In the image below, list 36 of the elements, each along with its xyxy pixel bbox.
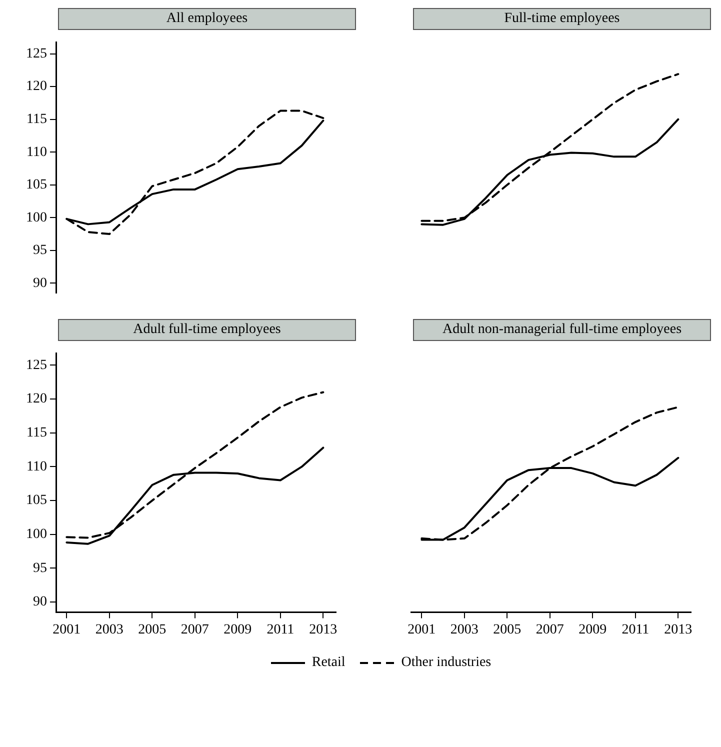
x-tick-label: 2005 [138,622,166,638]
chart-title: Full-time employees [413,8,711,30]
y-tick-label: 105 [26,178,47,193]
x-tick-label: 2001 [52,622,81,638]
y-tick-label: 90 [33,594,47,610]
chart-title: Adult full-time employees [58,319,356,341]
chart-title: All employees [58,8,356,30]
x-tick-label: 2001 [408,622,436,638]
legend-label: Retail [312,655,346,671]
y-tick-label: 105 [26,493,47,508]
y-tick-label: 100 [26,527,47,542]
legend-label: Other industries [401,655,492,671]
y-tick-label: 100 [26,210,47,226]
x-tick-label: 2011 [622,622,650,638]
y-tick-label: 115 [26,426,47,441]
y-tick-label: 125 [26,358,47,373]
x-tick-label: 2003 [95,622,124,638]
x-tick-label: 2005 [493,622,522,638]
y-tick-label: 125 [26,46,47,62]
y-tick-label: 110 [26,144,47,160]
y-tick-label: 110 [26,459,47,474]
y-tick-label: 90 [33,276,47,291]
x-tick-label: 2013 [309,622,338,638]
x-tick-label: 2009 [224,622,252,638]
y-tick-label: 115 [26,112,47,128]
x-tick-label: 2011 [266,622,294,638]
x-tick-label: 2013 [664,622,692,638]
x-tick-label: 2007 [536,622,564,638]
x-tick-label: 2009 [578,622,607,638]
chart-title: Adult non-managerial full-time employees [413,319,711,341]
y-tick-label: 120 [26,79,47,94]
y-tick-label: 120 [26,392,47,407]
x-tick-label: 2007 [180,622,209,638]
x-tick-label: 2003 [450,622,478,638]
y-tick-label: 95 [33,560,47,576]
y-tick-label: 95 [33,243,47,258]
